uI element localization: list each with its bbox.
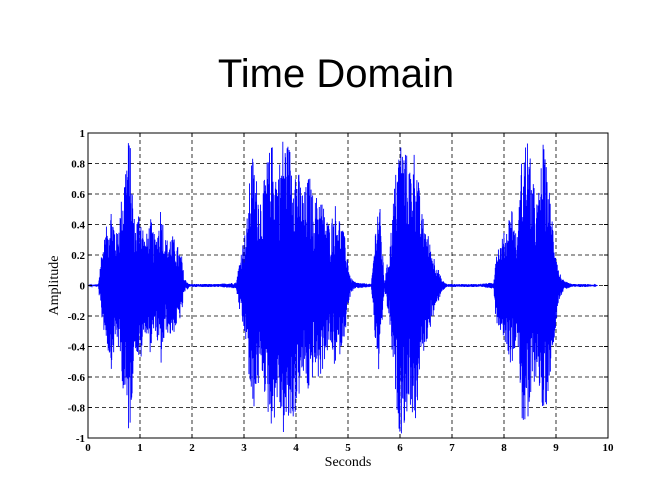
y-tick-label: -0.6 <box>68 372 86 384</box>
waveform-trace <box>87 141 598 434</box>
y-tick-label: -0.4 <box>68 342 86 354</box>
x-tick-label: 4 <box>293 442 299 454</box>
y-axis-label: Amplitude <box>47 256 62 316</box>
x-tick-label: 2 <box>189 442 195 454</box>
waveform-series <box>87 141 598 434</box>
chart-title: Time Domain <box>217 52 455 96</box>
y-tick-label: 0.6 <box>71 189 85 201</box>
x-tick-label: 1 <box>137 442 143 454</box>
axis-ticks <box>87 132 609 439</box>
y-tick-label: 0 <box>80 281 86 293</box>
x-tick-label: 8 <box>501 442 507 454</box>
x-tick-label: 6 <box>397 442 403 454</box>
x-tick-label: 5 <box>345 442 351 454</box>
x-tick-label: 3 <box>241 442 247 454</box>
y-tick-label: 0.4 <box>71 220 85 232</box>
y-tick-label: 0.2 <box>71 250 85 262</box>
x-axis-label: Seconds <box>325 455 372 470</box>
x-tick-label: 9 <box>553 442 559 454</box>
x-tick-label: 10 <box>603 442 615 454</box>
x-tick-label: 7 <box>449 442 455 454</box>
y-tick-label: 1 <box>80 128 86 140</box>
y-tick-label: -0.2 <box>68 311 86 323</box>
x-tick-label: 0 <box>85 442 91 454</box>
y-tick-label: -1 <box>76 433 85 445</box>
axis-tick-labels: 0 1 2 3 4 5 6 7 8 9 10 1 0.8 0.6 0.4 0.2 0 -0.2 -0.4 -0.6 -0… <box>68 128 614 454</box>
y-tick-label: -0.8 <box>68 403 86 415</box>
y-tick-label: 0.8 <box>71 159 85 171</box>
